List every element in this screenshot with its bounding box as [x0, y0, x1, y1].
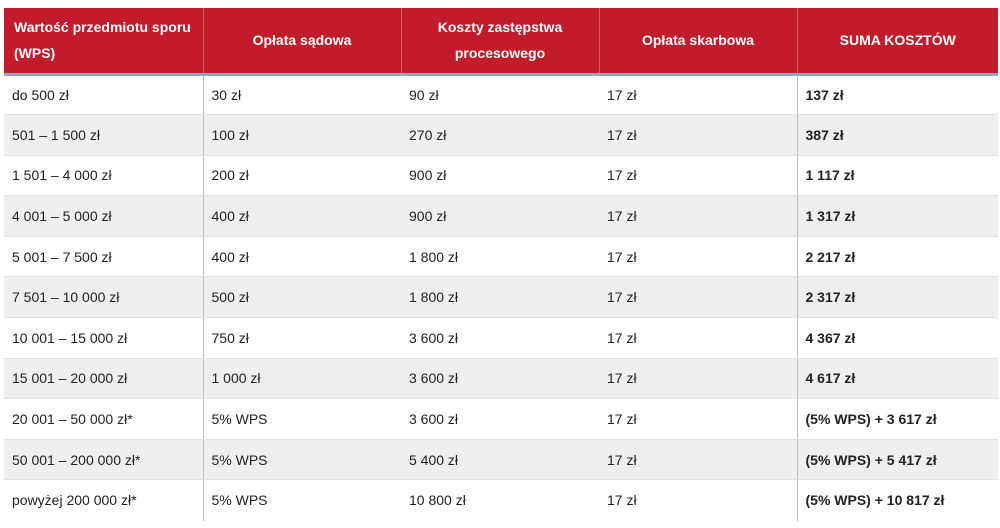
cell-total: (5% WPS) + 10 817 zł: [805, 492, 945, 509]
table-row: 4 001 – 5 000 zł 400 zł 900 zł 17 zł 1 3…: [4, 195, 998, 237]
table-row: 501 – 1 500 zł 100 zł 270 zł 17 zł 387 z…: [4, 114, 998, 156]
cell-representation-costs: 90 zł: [401, 74, 599, 116]
cell-total: (5% WPS) + 3 617 zł: [797, 398, 998, 440]
cell-total: 1 117 zł: [797, 155, 998, 197]
cell-stamp-fee: 17 zł: [599, 479, 798, 521]
cell-stamp-fee: 17 zł: [599, 439, 798, 481]
cell-court-fee: 750 zł: [203, 317, 401, 359]
cell-wps: do 500 zł: [4, 74, 204, 116]
header-total-costs: SUMA KOSZTÓW: [797, 8, 998, 76]
header-stamp-fee: Opłata skarbowa: [599, 8, 798, 76]
cell-wps: 50 001 – 200 000 zł*: [4, 439, 204, 481]
cell-wps: 20 001 – 50 000 zł*: [4, 398, 204, 440]
header-row: Wartość przedmiotu sporu (WPS) Opłata są…: [4, 8, 998, 76]
cell-court-fee: 500 zł: [203, 276, 401, 319]
cell-stamp-fee: 17 zł: [599, 114, 798, 156]
cell-wps: 10 001 – 15 000 zł: [4, 317, 204, 359]
cell-stamp-fee: 17 zł: [599, 236, 798, 278]
cell-wps: powyżej 200 000 zł*: [4, 479, 204, 521]
cell-wps: 7 501 – 10 000 zł: [4, 276, 204, 319]
cell-stamp-fee: 17 zł: [599, 358, 798, 400]
cell-wps: 4 001 – 5 000 zł: [4, 195, 204, 237]
table-row: 20 001 – 50 000 zł* 5% WPS 3 600 zł 17 z…: [4, 398, 998, 440]
cell-stamp-fee: 17 zł: [599, 74, 798, 116]
header-court-fee: Opłata sądowa: [203, 8, 402, 76]
table-row: 5 001 – 7 500 zł 400 zł 1 800 zł 17 zł 2…: [4, 236, 998, 278]
cell-total: 2 217 zł: [797, 236, 998, 278]
header-wps: Wartość przedmiotu sporu (WPS): [4, 8, 204, 76]
cell-court-fee: 5% WPS: [203, 439, 401, 481]
table-row: 10 001 – 15 000 zł 750 zł 3 600 zł 17 zł…: [4, 317, 998, 359]
cell-court-fee: 400 zł: [203, 236, 401, 278]
cell-wps: 1 501 – 4 000 zł: [4, 155, 204, 197]
cell-total: 387 zł: [797, 114, 998, 156]
cell-total: 4 367 zł: [797, 317, 998, 359]
cell-court-fee: 1 000 zł: [203, 358, 401, 400]
cell-wps: 5 001 – 7 500 zł: [4, 236, 204, 278]
table-body: do 500 zł 30 zł 90 zł 17 zł 137 zł 501 –…: [4, 74, 998, 521]
cell-representation-costs: 3 600 zł: [401, 358, 599, 400]
table-row: powyżej 200 000 zł* 5% WPS 10 800 zł 17 …: [4, 479, 998, 521]
table-row: 15 001 – 20 000 zł 1 000 zł 3 600 zł 17 …: [4, 358, 998, 400]
cell-stamp-fee: 17 zł: [599, 317, 798, 359]
cell-wps: 15 001 – 20 000 zł: [4, 358, 204, 400]
cell-court-fee: 30 zł: [203, 74, 401, 116]
cell-stamp-fee: 17 zł: [599, 276, 798, 319]
cell-total: 137 zł: [797, 74, 998, 116]
header-representation-costs: Koszty zastępstwa procesowego: [401, 8, 600, 76]
cell-total: 1 317 zł: [797, 195, 998, 237]
table-row: 1 501 – 4 000 zł 200 zł 900 zł 17 zł 1 1…: [4, 155, 998, 197]
table-header: Wartość przedmiotu sporu (WPS) Opłata są…: [4, 8, 998, 76]
cell-stamp-fee: 17 zł: [599, 155, 798, 197]
table-row: 50 001 – 200 000 zł* 5% WPS 5 400 zł 17 …: [4, 439, 998, 481]
table-row: 7 501 – 10 000 zł 500 zł 1 800 zł 17 zł …: [4, 276, 998, 319]
cell-representation-costs: 270 zł: [401, 114, 599, 156]
cell-representation-costs: 1 800 zł: [401, 276, 599, 319]
cell-total: 2 317 zł: [797, 276, 998, 319]
court-fees-table: Wartość przedmiotu sporu (WPS) Opłata są…: [4, 8, 998, 521]
cell-stamp-fee: 17 zł: [599, 398, 798, 440]
cell-total: (5% WPS) + 5 417 zł: [797, 439, 998, 481]
cell-representation-costs: 3 600 zł: [401, 317, 599, 359]
cell-wps: 501 – 1 500 zł: [4, 114, 204, 156]
cell-court-fee: 400 zł: [203, 195, 401, 237]
cell-court-fee: 100 zł: [203, 114, 401, 156]
cell-representation-costs: 1 800 zł: [401, 236, 599, 278]
cell-court-fee: 5% WPS: [203, 398, 401, 440]
cell-representation-costs: 900 zł: [401, 155, 599, 197]
cell-court-fee: 5% WPS: [211, 492, 268, 509]
cell-representation-costs: 10 800 zł: [409, 492, 466, 509]
cell-stamp-fee: 17 zł: [599, 195, 798, 237]
cell-representation-costs: 5 400 zł: [401, 439, 599, 481]
cell-representation-costs: 3 600 zł: [401, 398, 599, 440]
cell-court-fee: 200 zł: [203, 155, 401, 197]
cell-representation-costs: 900 zł: [401, 195, 599, 237]
table-row: do 500 zł 30 zł 90 zł 17 zł 137 zł: [4, 74, 998, 116]
cell-total: 4 617 zł: [797, 358, 998, 400]
fees-table-container: Wartość przedmiotu sporu (WPS) Opłata są…: [4, 8, 998, 521]
